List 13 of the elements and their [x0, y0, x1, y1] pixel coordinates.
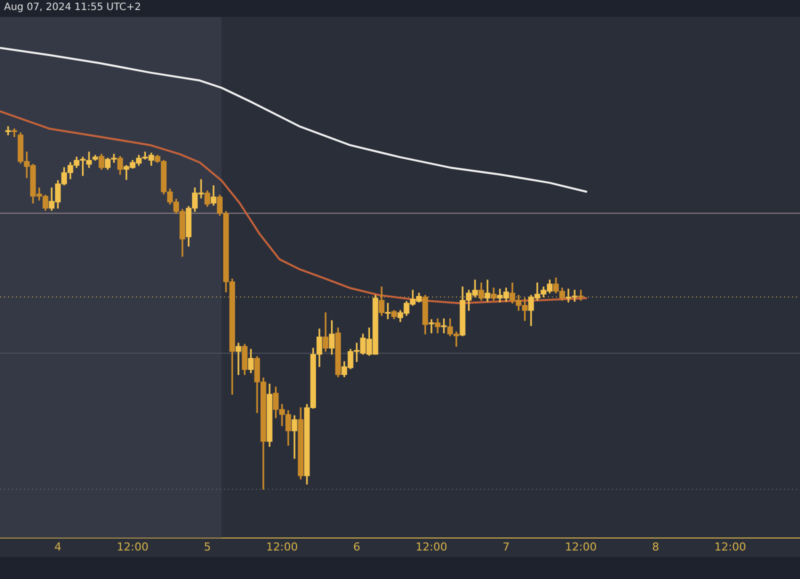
x-tick-label: 12:00: [416, 540, 448, 554]
x-tick-label: 12:00: [116, 540, 148, 554]
x-tick-label: 12:00: [565, 540, 597, 554]
text: Aug 07, 2024 11:55 UTC+2: [4, 2, 141, 13]
x-tick-label: 6: [353, 540, 360, 554]
x-tick-label: 4: [54, 540, 62, 554]
candlestick: [236, 342, 242, 375]
x-tick-label: 8: [652, 540, 660, 554]
candlestick: [428, 319, 434, 334]
x-tick-label: 7: [502, 540, 510, 554]
x-tick-label: 12:00: [266, 540, 298, 554]
x-tick-label: 5: [204, 540, 211, 554]
x-tick-label: 12:00: [714, 540, 746, 554]
